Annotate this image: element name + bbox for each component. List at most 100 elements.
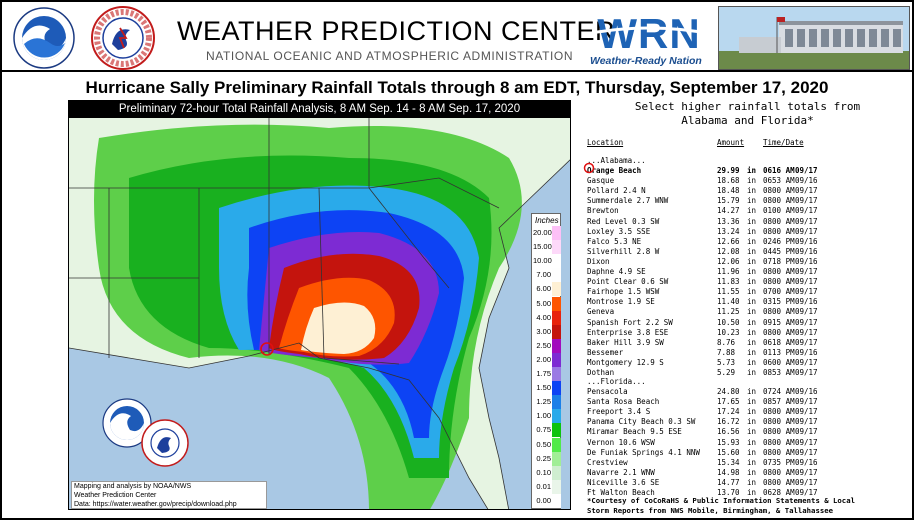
rainfall-amt: 17.24	[717, 407, 740, 417]
rainfall-row: Fairhope 1.5 WSW 11.55 in 0700 AM 09/17	[587, 287, 907, 297]
column-headers: Location Amount Time/Date	[585, 138, 885, 148]
rainfall-date: 09/17	[795, 307, 818, 317]
map-credit: Mapping and analysis by NOAA/NWS Weather…	[71, 481, 267, 509]
rainfall-date: 09/16	[795, 176, 818, 186]
legend-swatch	[552, 381, 561, 396]
legend-swatch	[552, 226, 561, 241]
rainfall-date: 09/16	[795, 256, 818, 266]
legend-swatch	[552, 465, 561, 480]
rainfall-time: 0800 AM	[763, 417, 795, 427]
nws-logo	[91, 6, 155, 70]
legend-label: 10.00	[533, 256, 552, 266]
rainfall-time: 0800 AM	[763, 186, 795, 196]
legend-label: 0.75	[536, 425, 551, 435]
rainfall-row: Pensacola 24.80 in 0724 AM 09/16	[587, 387, 907, 397]
legend-swatch	[552, 338, 561, 353]
rainfall-loc: Gasque	[587, 176, 615, 186]
rainfall-date: 09/17	[795, 166, 818, 175]
header-subtitle: NATIONAL OCEANIC AND ATMOSPHERIC ADMINIS…	[206, 49, 574, 63]
rainfall-date: 09/16	[795, 387, 818, 396]
rainfall-loc: Crestview	[587, 457, 628, 467]
rainfall-unit: in	[747, 417, 757, 427]
legend-label: 5.00	[536, 298, 551, 308]
rainfall-amt: 5.29	[717, 368, 736, 377]
rainfall-date: 09/17	[795, 447, 818, 457]
legend-swatch	[552, 310, 561, 325]
rainfall-date: 09/17	[795, 368, 818, 377]
legend-row: 2.50	[532, 338, 561, 355]
legend-swatch	[552, 296, 561, 311]
rainfall-date: 09/17	[795, 287, 818, 297]
rainfall-loc: Ft Walton Beach	[587, 488, 655, 497]
rainfall-date: 09/17	[795, 467, 818, 477]
rainfall-amt: 11.96	[717, 267, 740, 276]
wrn-logo: WRN	[585, 10, 713, 57]
rainfall-amt: 13.70	[717, 488, 740, 497]
rainfall-unit: in	[747, 236, 757, 246]
rainfall-row: De Funiak Springs 4.1 NNW 15.60 in 0800 AM 0…	[587, 448, 907, 458]
rainfall-amt: 13.36	[717, 216, 740, 226]
rainfall-time: 0800 AM	[763, 307, 795, 317]
rainfall-row: Gasque 18.68 in 0653 AM 09/16	[587, 176, 907, 186]
rainfall-row: Santa Rosa Beach 17.65 in 0857 AM 09/17	[587, 397, 907, 407]
rainfall-unit: in	[747, 447, 757, 457]
rainfall-row: Miramar Beach 9.5 ESE 16.56 in 0800 AM 09/17	[587, 427, 907, 437]
rainfall-amt: 13.24	[717, 226, 740, 236]
rainfall-amt: 10.23	[717, 327, 740, 337]
legend-row: 1.25	[532, 395, 561, 411]
legend-label: 3.00	[536, 326, 551, 336]
rainfall-row: Ft Walton Beach 13.70 in 0628 AM 09/17	[587, 488, 907, 498]
rainfall-amt: 5.73	[717, 357, 736, 367]
legend-label: 1.00	[536, 411, 551, 421]
orange-beach-marker	[260, 342, 274, 356]
rainfall-unit: in	[747, 467, 757, 477]
rainfall-loc: Spanish Fort 2.2 SW	[587, 317, 673, 327]
legend-label: 1.75	[536, 369, 551, 378]
legend-swatch	[552, 409, 561, 424]
rainfall-loc: Montrose 1.9 SE	[587, 297, 655, 307]
rainfall-unit: in	[747, 317, 757, 327]
rainfall-date: 09/17	[795, 277, 818, 287]
rainfall-row: Bessemer 7.88 in 0113 PM 09/16	[587, 348, 907, 358]
rainfall-unit: in	[747, 488, 757, 497]
rainfall-loc: Freeport 3.4 S	[587, 407, 651, 417]
rainfall-row: Red Level 0.3 SW 13.36 in 0800 AM 09/17	[587, 217, 907, 227]
rainfall-loc: Summerdale 2.7 WNW	[587, 196, 669, 206]
rainfall-date: 09/17	[795, 216, 818, 226]
rainfall-unit: in	[747, 297, 757, 307]
rainfall-time: 0800 AM	[763, 327, 795, 337]
rainfall-unit: in	[747, 176, 757, 186]
rainfall-unit: in	[747, 226, 757, 236]
legend-label: 0.01	[536, 481, 551, 491]
legend-row: 0.25	[532, 451, 561, 468]
rainfall-amt: 12.66	[717, 236, 740, 246]
rainfall-amt: 15.93	[717, 437, 740, 447]
rainfall-time: 0800 AM	[763, 216, 795, 226]
rainfall-unit: in	[747, 437, 757, 447]
rainfall-legend: Inches 20.00 15.00 10.00 7.00 6.00 5.00 4.00 3.…	[531, 213, 561, 509]
rainfall-row: Falco 5.3 NE 12.66 in 0246 PM 09/16	[587, 237, 907, 247]
rainfall-amt: 17.65	[717, 397, 740, 407]
rainfall-time: 0800 AM	[763, 477, 795, 487]
rainfall-time: 0800 AM	[763, 277, 795, 287]
legend-label: 0.00	[536, 495, 551, 505]
rainfall-loc: Vernon 10.6 WSW	[587, 437, 655, 447]
legend-row: 0.50	[532, 437, 561, 454]
rainfall-unit: in	[747, 287, 757, 297]
rainfall-row: Daphne 4.9 SE 11.96 in 0800 AM 09/17	[587, 267, 907, 277]
rainfall-amt: 12.08	[717, 246, 740, 256]
legend-swatch	[552, 240, 561, 255]
rainfall-unit: in	[747, 277, 757, 287]
rainfall-row: Niceville 3.6 SE 14.77 in 0800 AM 09/17	[587, 478, 907, 488]
rainfall-unit: in	[747, 357, 757, 367]
rainfall-unit: in	[747, 427, 757, 437]
rainfall-date: 09/17	[795, 196, 818, 206]
rainfall-loc: De Funiak Springs 4.1 NNW	[587, 447, 700, 457]
rainfall-amt: 11.25	[717, 307, 740, 317]
rainfall-amt: 7.88	[717, 347, 736, 357]
rainfall-unit: in	[747, 368, 757, 377]
rainfall-map: Preliminary 72-hour Total Rainfall Analy…	[68, 100, 571, 510]
rainfall-loc: Orange Beach	[587, 166, 642, 175]
rainfall-row: Dothan 5.29 in 0853 AM 09/17	[587, 368, 907, 378]
